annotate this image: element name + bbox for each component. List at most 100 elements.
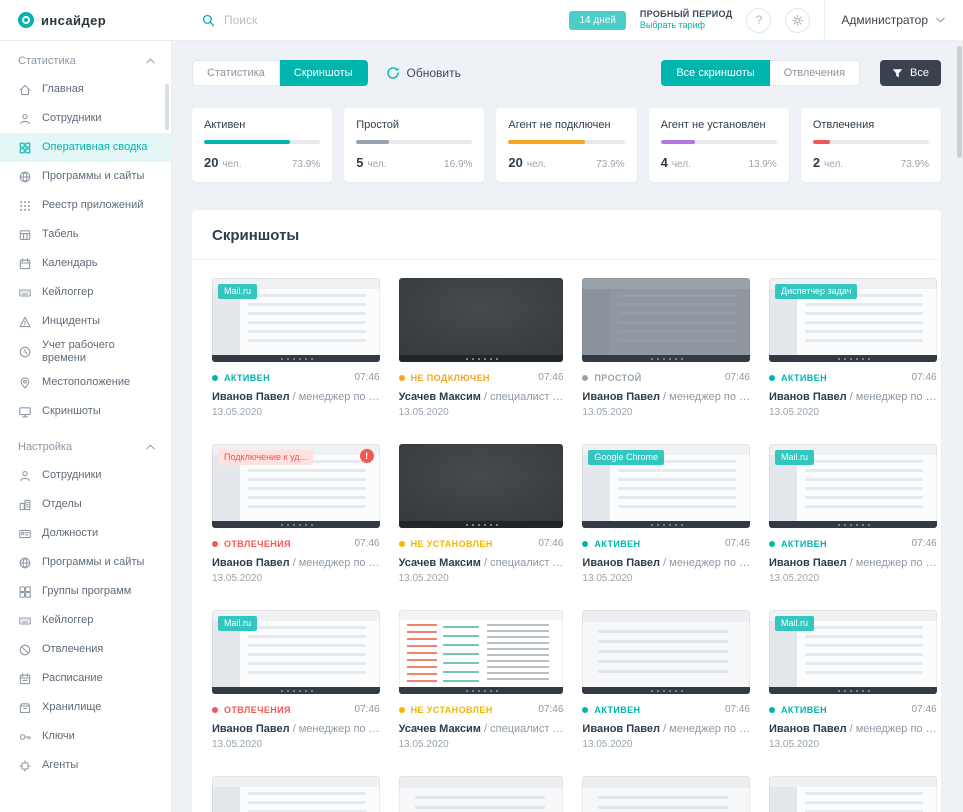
screenshot-date: 13.05.2020 xyxy=(398,407,449,418)
sidebar-item-хранилище[interactable]: Хранилище xyxy=(0,693,171,722)
sidebar-section-header[interactable]: Статистика xyxy=(0,40,171,75)
stat-card[interactable]: Агент не подключен 20 чел. 73.9% xyxy=(496,108,637,182)
screenshot-card[interactable] xyxy=(582,776,750,812)
stat-label: Агент не подключен xyxy=(508,119,611,131)
screenshot-card[interactable]: Mail.ru АКТИВЕН 07:46 Иванов Павел / менедж… xyxy=(769,444,937,584)
screenshot-card[interactable]: НЕ УСТАНОВЛЕН 07:46 Усачев Максим / специа… xyxy=(398,444,564,584)
screenshot-date: 13.05.2020 xyxy=(582,739,633,750)
search-input[interactable] xyxy=(224,13,484,27)
sidebar-item-учет-рабочего-времени[interactable]: Учет рабочего времени xyxy=(0,336,171,368)
stat-bottom: 4 чел. 13.9% xyxy=(661,155,777,170)
screenshot-card[interactable] xyxy=(212,776,380,812)
sidebar-item-главная[interactable]: Главная xyxy=(0,75,171,104)
page-scrollbar[interactable] xyxy=(956,40,963,812)
employee-name: Усачев Максим / специалист … xyxy=(399,391,564,403)
screenshot-card[interactable]: Google Chrome АКТИВЕН 07:46 Иванов Павел / … xyxy=(582,444,750,584)
stat-card[interactable]: Активен 20 чел. 73.9% xyxy=(192,108,333,182)
stat-card[interactable]: Отвлечения 2 чел. 73.9% xyxy=(800,108,942,182)
tab-screenshots[interactable]: Скриншоты xyxy=(279,60,368,86)
sidebar-item-label: Реестр приложений xyxy=(42,199,144,211)
screenshot-card[interactable]: ПРОСТОЙ 07:46 Иванов Павел / менеджер по …… xyxy=(582,278,750,418)
sidebar-item-сотрудники[interactable]: Сотрудники xyxy=(0,461,171,490)
sidebar-item-календарь[interactable]: Календарь xyxy=(0,249,171,278)
employee-name: Иванов Павел / менеджер по … xyxy=(212,557,380,569)
stat-card[interactable]: Агент не установлен 4 чел. 13.9% xyxy=(648,108,789,182)
sidebar-item-label: Отвлечения xyxy=(42,643,104,655)
sidebar-item-сотрудники[interactable]: Сотрудники xyxy=(0,104,171,133)
sidebar-item-инциденты[interactable]: Инциденты xyxy=(0,307,171,336)
screenshot-card[interactable]: НЕ ПОДКЛЮЧЕН 07:46 Усачев Максим / специал… xyxy=(398,278,564,418)
screenshot-time: 07:46 xyxy=(538,372,564,383)
screenshot-card[interactable]: Mail.ru АКТИВЕН 07:46 Иванов Павел / менедж… xyxy=(769,610,937,750)
sidebar-item-местоположение[interactable]: Местоположение xyxy=(0,368,171,397)
screenshot-card[interactable] xyxy=(769,776,937,812)
gear-icon xyxy=(792,14,804,26)
sidebar-item-label: Сотрудники xyxy=(42,112,102,124)
sidebar-item-должности[interactable]: Должности xyxy=(0,519,171,548)
search-bar xyxy=(172,13,569,27)
employee-name-bold: Иванов Павел xyxy=(212,557,290,569)
screenshot-time: 07:46 xyxy=(538,538,564,549)
sidebar-section-header[interactable]: Настройка xyxy=(0,426,171,461)
employee-role: / менеджер по … xyxy=(289,723,380,735)
filter-button-all[interactable]: Все xyxy=(880,60,941,86)
status-dot-icon xyxy=(398,540,405,547)
screenshot-status-row: НЕ ПОДКЛЮЧЕН 07:46 xyxy=(398,372,564,383)
sidebar-item-скриншоты[interactable]: Скриншоты xyxy=(0,397,171,426)
screenshot-time: 07:46 xyxy=(724,538,750,549)
screenshot-card[interactable] xyxy=(398,776,564,812)
screenshot-date: 13.05.2020 xyxy=(769,407,820,418)
sidebar-item-программы-и-сайты[interactable]: Программы и сайты xyxy=(0,162,171,191)
sidebar-item-label: Группы программ xyxy=(42,585,132,597)
settings-button[interactable] xyxy=(785,7,811,33)
refresh-button[interactable]: Обновить xyxy=(386,66,461,80)
thumb-taskbar xyxy=(582,355,750,362)
stat-card[interactable]: Простой 5 чел. 16.9% xyxy=(344,108,485,182)
tab-statistics[interactable]: Статистика xyxy=(192,60,280,86)
sidebar-scrollbar[interactable] xyxy=(165,84,169,130)
sidebar-item-группы-программ[interactable]: Группы программ xyxy=(0,577,171,606)
stat-count: 20 xyxy=(508,155,523,170)
sidebar-item-ключи[interactable]: Ключи xyxy=(0,722,171,751)
choose-tariff-link[interactable]: Выбрать тариф xyxy=(639,20,706,30)
thumb-app-tag: Mail.ru xyxy=(218,616,258,631)
sidebar-item-отвлечения[interactable]: Отвлечения xyxy=(0,635,171,664)
refresh-label: Обновить xyxy=(406,66,461,80)
screenshot-time: 07:46 xyxy=(911,372,937,383)
screenshot-card[interactable]: АКТИВЕН 07:46 Иванов Павел / менеджер по …… xyxy=(582,610,750,750)
progress-fill xyxy=(356,140,389,144)
screenshot-card[interactable]: Подключение к уд...! ОТВЛЕЧЕНИЯ 07:46 Ивано… xyxy=(212,444,380,584)
programs-icon xyxy=(19,171,31,182)
page-scrollbar-thumb[interactable] xyxy=(957,46,962,158)
screenshot-card[interactable]: Mail.ru АКТИВЕН 07:46 Иванов Павел / менедж… xyxy=(212,278,380,418)
logo[interactable]: инсайдер xyxy=(0,12,172,28)
sidebar-item-расписание[interactable]: Расписание xyxy=(0,664,171,693)
sidebar-item-кейлоггер[interactable]: Кейлоггер xyxy=(0,606,171,635)
thumb-taskbar xyxy=(769,687,937,694)
screenshot-thumb xyxy=(582,776,750,812)
user-name: Администратор xyxy=(841,13,928,27)
sidebar-item-label: Программы и сайты xyxy=(42,556,145,568)
stat-label: Простой xyxy=(356,119,400,131)
user-menu[interactable]: Администратор xyxy=(824,0,951,40)
sidebar-item-табель[interactable]: Табель xyxy=(0,220,171,249)
filter-distractions[interactable]: Отвлечения xyxy=(769,60,861,86)
filter-all-screenshots[interactable]: Все скриншоты xyxy=(661,60,770,86)
sidebar-item-агенты[interactable]: Агенты xyxy=(0,751,171,780)
keylogger-icon xyxy=(19,288,31,297)
sidebar-item-реестр-приложений[interactable]: Реестр приложений xyxy=(0,191,171,220)
sidebar-item-программы-и-сайты[interactable]: Программы и сайты xyxy=(0,548,171,577)
screenshot-card[interactable]: НЕ УСТАНОВЛЕН 07:46 Усачев Максим / специа… xyxy=(398,610,564,750)
screenshot-card[interactable]: Диспетчер задач АКТИВЕН 07:46 Иванов Павел … xyxy=(769,278,937,418)
screenshot-card[interactable]: Mail.ru ОТВЛЕЧЕНИЯ 07:46 Иванов Павел / мен… xyxy=(212,610,380,750)
stat-count: 2 xyxy=(812,155,821,170)
sidebar-item-отделы[interactable]: Отделы xyxy=(0,490,171,519)
sidebar-item-кейлоггер[interactable]: Кейлоггер xyxy=(0,278,171,307)
sidebar-item-оперативная-сводка[interactable]: Оперативная сводка xyxy=(0,133,171,162)
help-button[interactable]: ? xyxy=(746,7,772,33)
stat-unit: чел. xyxy=(526,159,546,170)
stat-bottom: 20 чел. 73.9% xyxy=(204,155,320,170)
panel-header: Скриншоты xyxy=(192,210,941,260)
stat-percent: 73.9% xyxy=(900,159,930,170)
screenshot-date: 13.05.2020 xyxy=(212,739,263,750)
